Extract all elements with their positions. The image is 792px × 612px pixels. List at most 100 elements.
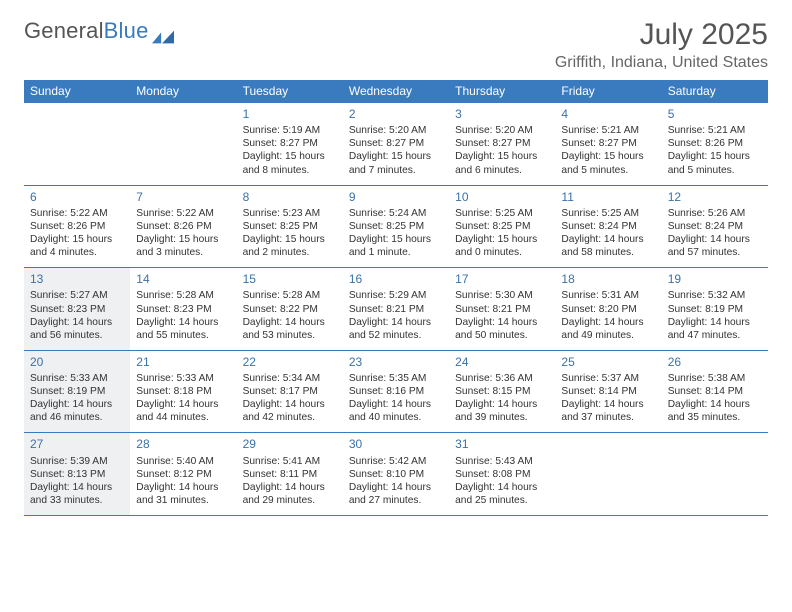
sunrise-text: Sunrise: 5:30 AM — [455, 289, 549, 302]
sunset-text: Sunset: 8:12 PM — [136, 468, 230, 481]
calendar-week: 20Sunrise: 5:33 AMSunset: 8:19 PMDayligh… — [24, 351, 768, 434]
sunrise-text: Sunrise: 5:19 AM — [243, 124, 337, 137]
sunrise-text: Sunrise: 5:33 AM — [30, 372, 124, 385]
sunset-text: Sunset: 8:27 PM — [455, 137, 549, 150]
calendar-cell-empty — [24, 103, 130, 185]
sunset-text: Sunset: 8:13 PM — [30, 468, 124, 481]
calendar-cell: 19Sunrise: 5:32 AMSunset: 8:19 PMDayligh… — [662, 268, 768, 350]
brand-logo: GeneralBlue — [24, 18, 174, 44]
daylight-text: Daylight: 14 hours and 35 minutes. — [668, 398, 762, 424]
sunrise-text: Sunrise: 5:34 AM — [243, 372, 337, 385]
daylight-text: Daylight: 15 hours and 8 minutes. — [243, 150, 337, 176]
daylight-text: Daylight: 14 hours and 46 minutes. — [30, 398, 124, 424]
sunset-text: Sunset: 8:16 PM — [349, 385, 443, 398]
day-number: 26 — [668, 355, 762, 370]
sunset-text: Sunset: 8:25 PM — [243, 220, 337, 233]
sunrise-text: Sunrise: 5:20 AM — [349, 124, 443, 137]
sunset-text: Sunset: 8:10 PM — [349, 468, 443, 481]
day-number: 3 — [455, 107, 549, 122]
day-number: 28 — [136, 437, 230, 452]
calendar-cell-empty — [130, 103, 236, 185]
sunrise-text: Sunrise: 5:25 AM — [561, 207, 655, 220]
location-label: Griffith, Indiana, United States — [555, 54, 768, 72]
day-number: 6 — [30, 190, 124, 205]
sunset-text: Sunset: 8:15 PM — [455, 385, 549, 398]
day-number: 5 — [668, 107, 762, 122]
daylight-text: Daylight: 15 hours and 5 minutes. — [561, 150, 655, 176]
sunrise-text: Sunrise: 5:43 AM — [455, 455, 549, 468]
daylight-text: Daylight: 14 hours and 37 minutes. — [561, 398, 655, 424]
calendar-cell: 23 Sunrise: 5:35 AMSunset: 8:16 PMDayligh… — [343, 351, 449, 433]
calendar: SundayMondayTuesdayWednesdayThursdayFrid… — [24, 80, 768, 516]
calendar-week: 13Sunrise: 5:27 AMSunset: 8:23 PMDayligh… — [24, 268, 768, 351]
calendar-cell: 8Sunrise: 5:23 AMSunset: 8:25 PMDaylight… — [237, 186, 343, 268]
calendar-week: 27Sunrise: 5:39 AMSunset: 8:13 PMDayligh… — [24, 433, 768, 516]
weekday-sunday: Sunday — [24, 80, 130, 103]
sunset-text: Sunset: 8:21 PM — [349, 303, 443, 316]
calendar-cell: 3 Sunrise: 5:20 AMSunset: 8:27 PMDaylight… — [449, 103, 555, 185]
sunset-text: Sunset: 8:26 PM — [30, 220, 124, 233]
sunrise-text: Sunrise: 5:26 AM — [668, 207, 762, 220]
weekday-wednesday: Wednesday — [343, 80, 449, 103]
sunset-text: Sunset: 8:17 PM — [243, 385, 337, 398]
calendar-cell: 11Sunrise: 5:25 AMSunset: 8:24 PMDayligh… — [555, 186, 661, 268]
sunset-text: Sunset: 8:26 PM — [668, 137, 762, 150]
sunset-text: Sunset: 8:18 PM — [136, 385, 230, 398]
sunset-text: Sunset: 8:22 PM — [243, 303, 337, 316]
brand-part2: Blue — [104, 18, 149, 44]
daylight-text: Daylight: 14 hours and 55 minutes. — [136, 316, 230, 342]
day-number: 21 — [136, 355, 230, 370]
daylight-text: Daylight: 14 hours and 42 minutes. — [243, 398, 337, 424]
calendar-week: 6Sunrise: 5:22 AMSunset: 8:26 PMDaylight… — [24, 186, 768, 269]
calendar-cell: 18Sunrise: 5:31 AMSunset: 8:20 PMDayligh… — [555, 268, 661, 350]
day-number: 27 — [30, 437, 124, 452]
sunrise-text: Sunrise: 5:36 AM — [455, 372, 549, 385]
weekday-friday: Friday — [555, 80, 661, 103]
sunset-text: Sunset: 8:26 PM — [136, 220, 230, 233]
calendar-cell: 25 Sunrise: 5:37 AMSunset: 8:14 PMDayligh… — [555, 351, 661, 433]
daylight-text: Daylight: 15 hours and 3 minutes. — [136, 233, 230, 259]
sunrise-text: Sunrise: 5:39 AM — [30, 455, 124, 468]
daylight-text: Daylight: 14 hours and 40 minutes. — [349, 398, 443, 424]
title-block: July 2025 Griffith, Indiana, United Stat… — [555, 18, 768, 72]
sunrise-text: Sunrise: 5:28 AM — [243, 289, 337, 302]
sunset-text: Sunset: 8:14 PM — [561, 385, 655, 398]
sunset-text: Sunset: 8:23 PM — [136, 303, 230, 316]
daylight-text: Daylight: 14 hours and 58 minutes. — [561, 233, 655, 259]
sunrise-text: Sunrise: 5:28 AM — [136, 289, 230, 302]
weekday-header: SundayMondayTuesdayWednesdayThursdayFrid… — [24, 80, 768, 103]
calendar-cell: 10Sunrise: 5:25 AMSunset: 8:25 PMDayligh… — [449, 186, 555, 268]
sunrise-text: Sunrise: 5:37 AM — [561, 372, 655, 385]
day-number: 23 — [349, 355, 443, 370]
daylight-text: Daylight: 15 hours and 1 minute. — [349, 233, 443, 259]
daylight-text: Daylight: 15 hours and 6 minutes. — [455, 150, 549, 176]
sunset-text: Sunset: 8:14 PM — [668, 385, 762, 398]
calendar-cell: 24Sunrise: 5:36 AMSunset: 8:15 PMDayligh… — [449, 351, 555, 433]
calendar-cell: 13Sunrise: 5:27 AMSunset: 8:23 PMDayligh… — [24, 268, 130, 350]
sunrise-text: Sunrise: 5:32 AM — [668, 289, 762, 302]
daylight-text: Daylight: 14 hours and 33 minutes. — [30, 481, 124, 507]
calendar-cell: 6Sunrise: 5:22 AMSunset: 8:26 PMDaylight… — [24, 186, 130, 268]
calendar-cell: 30Sunrise: 5:42 AMSunset: 8:10 PMDayligh… — [343, 433, 449, 515]
day-number: 13 — [30, 272, 124, 287]
daylight-text: Daylight: 14 hours and 47 minutes. — [668, 316, 762, 342]
calendar-cell: 17Sunrise: 5:30 AMSunset: 8:21 PMDayligh… — [449, 268, 555, 350]
day-number: 25 — [561, 355, 655, 370]
day-number: 8 — [243, 190, 337, 205]
sunrise-text: Sunrise: 5:40 AM — [136, 455, 230, 468]
daylight-text: Daylight: 14 hours and 57 minutes. — [668, 233, 762, 259]
daylight-text: Daylight: 15 hours and 2 minutes. — [243, 233, 337, 259]
sunrise-text: Sunrise: 5:35 AM — [349, 372, 443, 385]
weekday-thursday: Thursday — [449, 80, 555, 103]
daylight-text: Daylight: 14 hours and 31 minutes. — [136, 481, 230, 507]
daylight-text: Daylight: 14 hours and 52 minutes. — [349, 316, 443, 342]
calendar-cell: 22Sunrise: 5:34 AMSunset: 8:17 PMDayligh… — [237, 351, 343, 433]
weekday-monday: Monday — [130, 80, 236, 103]
calendar-week: 1Sunrise: 5:19 AMSunset: 8:27 PMDaylight… — [24, 103, 768, 186]
sunrise-text: Sunrise: 5:20 AM — [455, 124, 549, 137]
sunset-text: Sunset: 8:27 PM — [349, 137, 443, 150]
day-number: 19 — [668, 272, 762, 287]
sunset-text: Sunset: 8:24 PM — [561, 220, 655, 233]
sunrise-text: Sunrise: 5:25 AM — [455, 207, 549, 220]
sunrise-text: Sunrise: 5:21 AM — [668, 124, 762, 137]
